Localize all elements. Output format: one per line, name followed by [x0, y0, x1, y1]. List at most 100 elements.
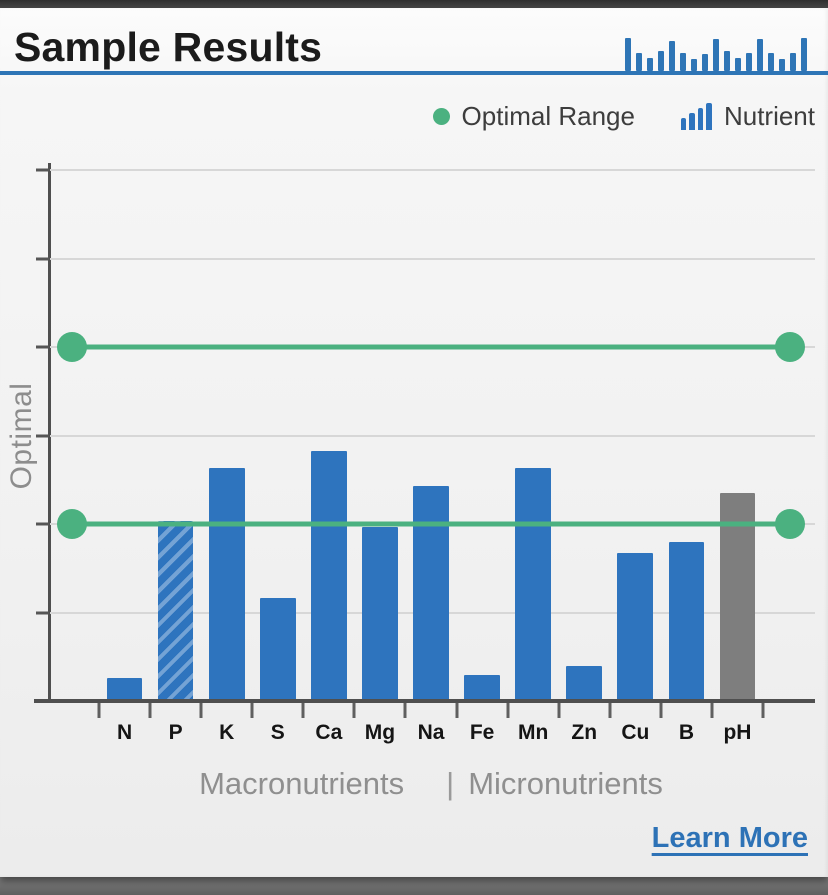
gridline: [50, 434, 815, 437]
bar-slot-Zn: [559, 170, 610, 701]
y-tick: [36, 168, 49, 172]
bar-Mn: [515, 468, 552, 701]
x-tick: [352, 703, 356, 718]
x-label-P: P: [168, 721, 183, 744]
macronutrients-label: Macronutrients: [199, 766, 405, 801]
y-axis-line: [48, 163, 51, 703]
x-tick: [455, 703, 459, 718]
bars-container: [99, 170, 763, 701]
x-tick: [608, 703, 612, 718]
legend-nutrient: Nutrient: [680, 100, 815, 132]
x-tick: [199, 703, 203, 718]
bar-slot-S: [252, 170, 303, 701]
icon-bar: [801, 38, 807, 71]
learn-more-link[interactable]: Learn More: [651, 822, 808, 854]
x-tick: [761, 703, 765, 718]
optimal-line-high: [72, 344, 790, 350]
x-label-Mg: Mg: [364, 721, 396, 744]
x-axis-line: [34, 699, 815, 703]
x-label-K: K: [219, 721, 235, 744]
icon-bar: [658, 51, 664, 71]
bar-slot-P: [150, 170, 201, 701]
micronutrients-label: Micronutrients: [468, 766, 663, 801]
nutrient-group-labels: Macronutrients | Micronutrients: [99, 766, 763, 802]
x-label-Ca: Ca: [315, 721, 343, 744]
bar-slot-K: [201, 170, 252, 701]
x-tick: [557, 703, 561, 718]
bar-Na: [413, 485, 449, 701]
header-divider: [0, 71, 828, 75]
bar-Cu: [617, 553, 654, 701]
results-card: Sample Results Optimal Range Nutrient Op…: [0, 8, 828, 877]
bar-S: [259, 598, 296, 701]
x-ticks-container: [97, 701, 765, 718]
chart-legend: Optimal Range Nutrient: [432, 98, 815, 134]
legend-nutrient-label: Nutrient: [723, 100, 815, 131]
x-tick: [506, 703, 510, 718]
gridline: [50, 169, 815, 171]
x-tick: [710, 703, 714, 718]
icon-bar: [724, 51, 730, 71]
icon-bar: [669, 41, 675, 71]
gridline: [50, 257, 815, 260]
x-tick: [148, 703, 152, 718]
page-title: Sample Results: [14, 24, 323, 70]
optimal-endpoint: [57, 332, 87, 362]
x-tick: [250, 703, 254, 718]
bar-slot-N: [99, 170, 150, 701]
icon-bar: [680, 53, 686, 71]
y-tick: [36, 257, 49, 260]
optimal-line-low: [72, 521, 790, 527]
x-tick: [659, 703, 663, 718]
icon-bar: [746, 53, 752, 71]
x-tick: [403, 703, 407, 718]
bar-Zn: [566, 665, 603, 701]
icon-bar: [636, 53, 642, 71]
optimal-range-dot-icon: [432, 107, 450, 125]
x-tick: [301, 703, 305, 718]
y-tick: [36, 522, 49, 526]
bar-chart-icon: [625, 36, 807, 71]
y-tick: [36, 611, 49, 614]
bar-P: [157, 521, 194, 701]
bar-Mg: [362, 526, 398, 701]
x-label-Zn: Zn: [571, 721, 598, 744]
optimal-endpoint: [57, 509, 87, 539]
x-label-Na: Na: [417, 721, 445, 744]
legend-optimal-label: Optimal Range: [461, 100, 635, 131]
x-label-Mn: Mn: [518, 721, 549, 744]
nutrient-bars-icon: [680, 102, 712, 130]
icon-bar: [790, 53, 796, 71]
y-tick: [36, 434, 49, 437]
bar-slot-Cu: [610, 170, 661, 701]
optimal-endpoint: [775, 332, 805, 362]
legend-optimal-range: Optimal Range: [432, 100, 635, 132]
bar-slot-Mn: [508, 170, 559, 701]
bar-Ca: [310, 451, 347, 701]
bar-K: [208, 468, 245, 701]
icon-bar: [647, 58, 653, 71]
bar-slot-Na: [405, 170, 456, 701]
y-tick: [36, 345, 49, 349]
x-label-B: B: [678, 721, 694, 744]
x-label-S: S: [270, 721, 285, 744]
icon-bar: [689, 112, 695, 130]
icon-bar: [625, 38, 631, 71]
bar-pH: [719, 493, 756, 701]
icon-bar: [702, 54, 708, 71]
icon-bar: [706, 102, 712, 130]
bar-Fe: [464, 675, 500, 701]
icon-bar: [735, 58, 741, 71]
icon-bar: [713, 39, 719, 71]
icon-bar: [691, 59, 697, 71]
icon-bar: [697, 107, 704, 130]
x-label-N: N: [116, 721, 133, 744]
x-label-Cu: Cu: [621, 721, 650, 744]
group-separator: |: [446, 766, 455, 801]
icon-bar: [680, 117, 687, 130]
bar-B: [668, 541, 705, 701]
x-label-Fe: Fe: [469, 721, 495, 744]
